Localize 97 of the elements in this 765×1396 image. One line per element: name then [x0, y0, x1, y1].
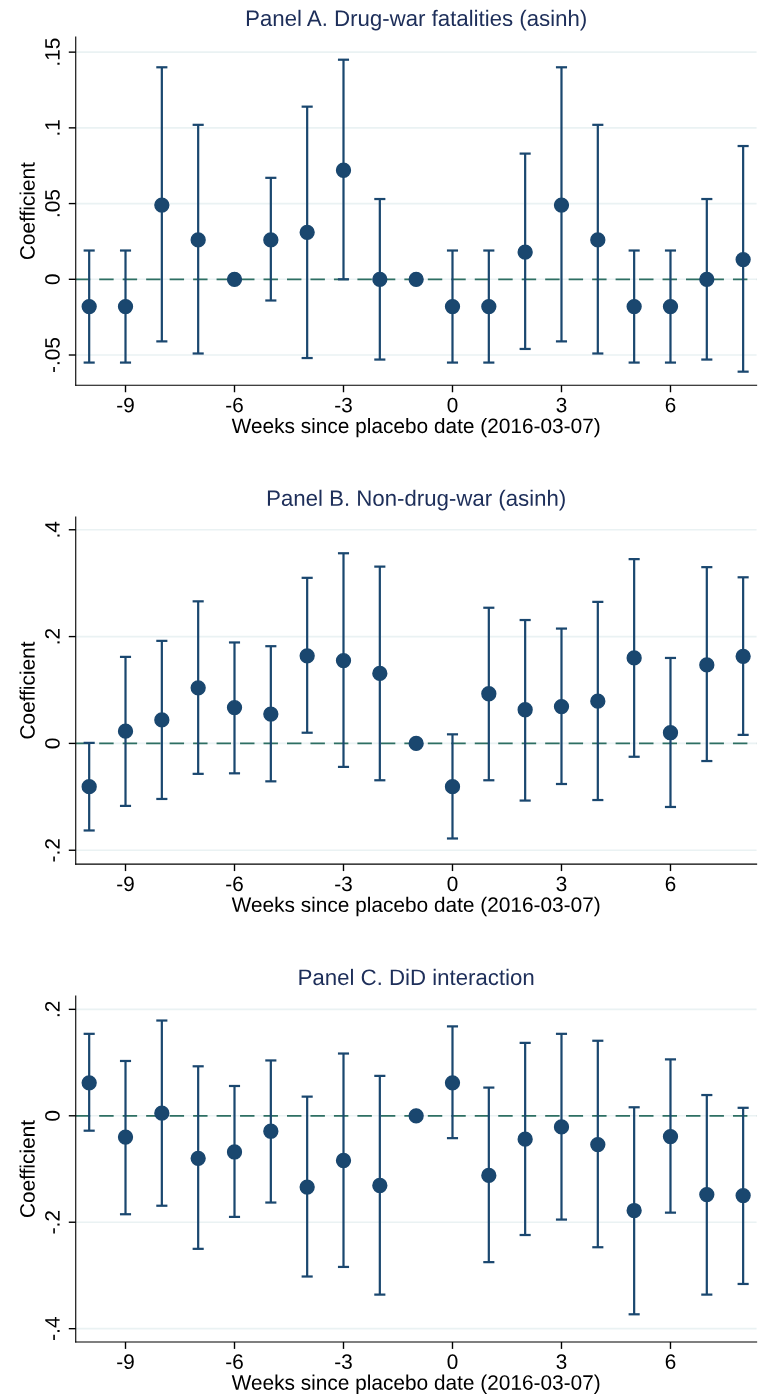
point	[335, 162, 352, 178]
x-tick-label: -9	[117, 1354, 134, 1370]
point	[190, 232, 206, 248]
point	[154, 1105, 170, 1121]
y-tick-label: 0	[45, 738, 60, 749]
point	[81, 298, 97, 315]
point	[117, 1129, 134, 1145]
point	[590, 1136, 606, 1153]
point	[299, 648, 315, 664]
point	[117, 723, 134, 739]
point	[626, 298, 642, 315]
x-tick-label: -6	[226, 1354, 243, 1370]
chart-title: Panel B. Non-drug-war (asinh)	[267, 489, 565, 511]
point	[154, 197, 170, 213]
point	[662, 1128, 679, 1145]
point	[662, 298, 679, 315]
x-tick-label: 3	[556, 876, 567, 892]
y-tick-label: -.2	[45, 1211, 60, 1234]
point	[699, 1186, 715, 1203]
x-tick-label: 6	[665, 1354, 676, 1370]
y-axis-title: Coefficient	[19, 641, 35, 739]
point	[735, 1187, 751, 1204]
x-tick-label: -9	[117, 397, 134, 413]
y-axis-title: Coefficient	[19, 1120, 35, 1217]
y-tick-label: -.05	[45, 337, 60, 373]
y-tick-label: .1	[45, 120, 60, 135]
point	[226, 271, 243, 287]
y-tick-label: 0	[45, 274, 60, 285]
point	[263, 706, 279, 722]
y-tick-label: .4	[45, 521, 60, 537]
point	[735, 648, 751, 664]
point	[444, 779, 461, 795]
point	[408, 735, 424, 752]
x-axis-title: Weeks since placebo date (2016-03-07)	[231, 896, 600, 917]
point	[553, 1119, 570, 1135]
x-axis-title: Weeks since placebo date (2016-03-07)	[231, 417, 600, 438]
y-tick-label: .2	[45, 1001, 60, 1017]
point	[553, 197, 570, 213]
y-tick-label: -.2	[45, 839, 60, 862]
x-axis-title: Weeks since placebo date (2016-03-07)	[231, 1374, 600, 1395]
point	[190, 680, 206, 696]
point	[372, 1177, 388, 1194]
y-axis-title: Coefficient	[19, 162, 35, 260]
point	[372, 271, 388, 287]
point	[517, 244, 533, 260]
point	[81, 1075, 97, 1091]
point	[444, 298, 461, 315]
point	[372, 665, 388, 682]
point	[335, 1152, 352, 1169]
point	[299, 1179, 315, 1195]
point	[662, 725, 679, 741]
chart-title: Panel A. Drug-war fatalities (asinh)	[246, 9, 586, 31]
x-tick-label: 3	[556, 1354, 567, 1370]
point	[117, 298, 134, 315]
x-tick-label: -3	[335, 876, 352, 892]
point	[699, 271, 715, 287]
point	[626, 1202, 642, 1219]
x-tick-label: -9	[117, 876, 134, 892]
point	[335, 652, 352, 669]
point	[699, 657, 715, 673]
point	[226, 1144, 243, 1160]
y-tick-label: .05	[45, 189, 60, 217]
x-tick-label: -6	[226, 397, 243, 413]
point	[408, 271, 424, 287]
point	[553, 698, 570, 715]
x-tick-label: -3	[335, 397, 352, 413]
x-tick-label: 0	[447, 397, 458, 413]
x-tick-label: 0	[447, 876, 458, 892]
y-tick-label: .2	[45, 628, 60, 644]
y-tick-label: .15	[45, 38, 60, 65]
point	[517, 702, 533, 718]
chart-title: Panel C. DiD interaction	[299, 968, 534, 986]
point	[226, 699, 243, 716]
point	[517, 1131, 533, 1147]
x-tick-label: -6	[226, 876, 243, 892]
x-tick-label: 3	[556, 397, 567, 413]
x-tick-label: 6	[665, 876, 676, 892]
x-tick-label: -3	[335, 1354, 352, 1370]
point	[263, 232, 279, 248]
point	[626, 650, 642, 666]
point	[481, 1167, 497, 1184]
point	[481, 298, 497, 315]
point	[190, 1150, 206, 1167]
point	[263, 1123, 279, 1139]
point	[481, 686, 497, 702]
point	[735, 251, 751, 268]
x-tick-label: 0	[447, 1354, 458, 1370]
x-tick-label: 6	[665, 397, 676, 413]
point	[154, 712, 170, 728]
point	[81, 779, 97, 795]
point	[590, 693, 606, 709]
y-tick-label: 0	[45, 1110, 60, 1121]
point	[408, 1108, 424, 1124]
point	[590, 232, 606, 248]
point	[444, 1075, 461, 1091]
point	[299, 224, 315, 240]
y-tick-label: -.4	[45, 1317, 60, 1340]
